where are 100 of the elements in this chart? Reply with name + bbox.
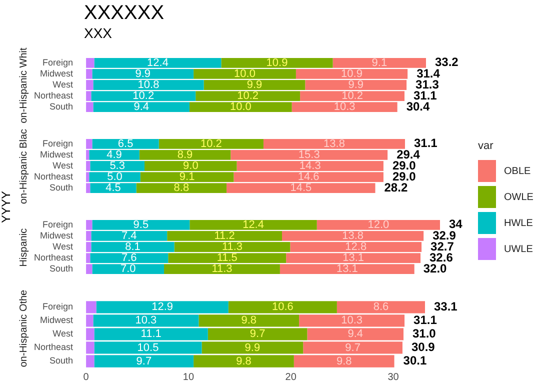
data-label: 10.3 [135, 314, 157, 327]
data-label: 4.5 [106, 182, 121, 194]
data-label: 8.6 [373, 301, 389, 314]
data-label: 7.0 [120, 263, 136, 276]
y-tick-label: South [49, 264, 73, 274]
x-tick-label: 30 [388, 372, 400, 383]
data-label: 10.9 [341, 68, 362, 80]
x-tick-label: 10 [182, 372, 194, 383]
data-label: 8.8 [174, 182, 190, 194]
y-axis-title: on-Hispanic Othe [18, 288, 30, 370]
data-label: 5.0 [107, 171, 122, 184]
y-tick-label: West [52, 79, 74, 90]
data-label: 11.2 [214, 230, 235, 242]
data-label: 10.5 [137, 342, 159, 354]
data-label: 12.4 [242, 218, 264, 231]
data-label: 14.5 [290, 182, 312, 194]
y-axis-title: on-Hispanic Blac [18, 128, 30, 204]
data-label: 9.7 [250, 328, 266, 340]
y-tick-label: Midwest [40, 230, 74, 240]
data-label: 9.4 [348, 328, 364, 340]
y-axis-title: on-Hispanic Whit [18, 48, 30, 124]
data-label: 12.0 [368, 218, 390, 231]
legend-title: var [478, 140, 494, 152]
chart-subtitle: XXX [84, 25, 112, 41]
data-label: 9.0 [183, 160, 198, 172]
data-label: 6.5 [118, 138, 134, 150]
y-tick-label: Northeast [34, 342, 74, 352]
data-label: 10.2 [200, 138, 222, 150]
data-label: 10.6 [272, 301, 294, 314]
data-label: 10.3 [341, 314, 362, 327]
y-tick-label: Midwest [40, 315, 74, 326]
data-label: 10.3 [334, 101, 356, 114]
data-label: 5.3 [110, 160, 125, 172]
y-tick-label: West [52, 160, 74, 170]
legend-label: HWLE [504, 218, 533, 228]
y-tick-label: South [49, 182, 73, 193]
data-label: 9.9 [244, 342, 260, 354]
data-label: 12.9 [152, 301, 174, 314]
data-label: 9.8 [336, 355, 352, 368]
data-label: 13.8 [324, 138, 345, 150]
y-tick-label: Midwest [40, 149, 74, 160]
data-label: 13.1 [342, 252, 364, 264]
data-label: 14.6 [298, 171, 320, 184]
data-label: 9.8 [236, 355, 252, 368]
data-label: 7.6 [121, 252, 137, 264]
data-label: 9.1 [372, 56, 388, 69]
total-label: 30.9 [411, 340, 436, 354]
data-label: 15.3 [298, 148, 320, 161]
data-label: 9.1 [179, 171, 195, 184]
data-label: 7.4 [121, 230, 137, 242]
data-label: 10.0 [234, 68, 256, 80]
y-tick-label: Foreign [42, 57, 73, 68]
y-tick-label: Foreign [42, 138, 73, 148]
data-label: 9.5 [133, 218, 149, 231]
data-label: 11.5 [216, 252, 238, 264]
text: YYYY [0, 190, 13, 226]
data-label: 9.9 [246, 79, 262, 92]
data-label: 13.8 [342, 230, 364, 242]
data-label: 12.8 [345, 241, 367, 254]
total-label: 30.1 [403, 354, 427, 368]
data-label: 9.4 [134, 101, 149, 114]
y-tick-label: West [52, 328, 74, 339]
data-label: 9.9 [135, 68, 151, 80]
total-label: 31.0 [412, 326, 436, 341]
data-label: 10.2 [342, 90, 363, 102]
data-label: 11.1 [140, 328, 162, 340]
data-label: 14.3 [299, 160, 321, 172]
chart-title: XXXXXX [84, 2, 164, 25]
y-tick-label: Northeast [34, 172, 74, 182]
data-label: 8.9 [177, 148, 193, 161]
y-tick-label: South [49, 356, 73, 366]
data-label: 9.8 [241, 314, 257, 327]
data-label: 10.8 [138, 79, 160, 92]
data-label: 11.3 [212, 263, 232, 276]
legend-label: UWLE [504, 244, 533, 254]
data-label: 10.0 [230, 101, 252, 114]
data-label: 12.4 [147, 56, 168, 69]
y-tick-label: Midwest [40, 68, 74, 78]
y-tick-label: Foreign [42, 219, 73, 230]
x-tick-label: 0 [83, 372, 90, 383]
legend-label: OBLE [504, 166, 531, 176]
y-tick-label: South [49, 102, 73, 112]
legend-label: OWLE [504, 192, 534, 202]
data-label: 4.9 [106, 148, 122, 161]
data-label: 10.2 [132, 90, 154, 102]
data-label: 11.3 [222, 241, 243, 254]
y-tick-label: Northeast [34, 90, 74, 101]
y-tick-label: West [52, 241, 74, 252]
y-tick-label: Foreign [42, 302, 73, 312]
x-tick-label: 20 [285, 372, 297, 383]
y-axis-title: Hispanic [18, 228, 30, 267]
y-tick-label: Northeast [34, 252, 74, 263]
data-label: 13.1 [336, 263, 358, 276]
data-label: 9.7 [136, 355, 152, 368]
total-label: 31.1 [414, 312, 438, 327]
data-label: 9.9 [348, 79, 364, 92]
data-label: 9.7 [345, 342, 360, 354]
data-label: 10.9 [266, 56, 288, 69]
data-label: 10.2 [237, 90, 259, 102]
data-label: 8.1 [125, 241, 140, 254]
